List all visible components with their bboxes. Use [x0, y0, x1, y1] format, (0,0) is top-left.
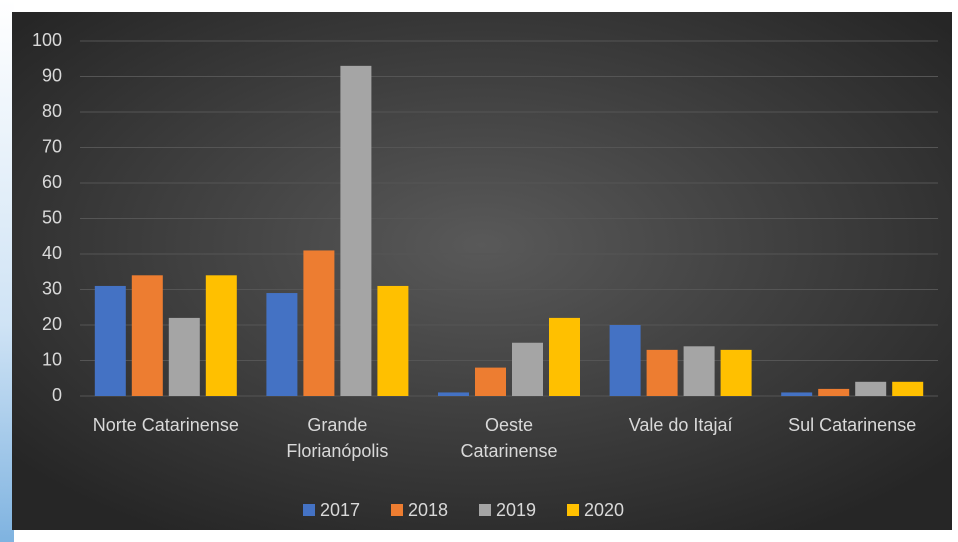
- bar: [512, 343, 543, 396]
- bar: [610, 325, 641, 396]
- bar: [340, 66, 371, 396]
- legend-label: 2019: [496, 500, 536, 520]
- legend-swatch: [303, 504, 315, 516]
- bar: [684, 346, 715, 396]
- bar: [721, 350, 752, 396]
- y-tick-label: 80: [42, 101, 62, 121]
- bar: [206, 275, 237, 396]
- y-tick-label: 20: [42, 314, 62, 334]
- x-tick-label: Sul Catarinense: [777, 412, 927, 438]
- bar: [781, 392, 812, 396]
- bar: [303, 250, 334, 396]
- bar: [475, 368, 506, 396]
- x-tick-label: Vale do Itajaí: [606, 412, 756, 438]
- y-tick-label: 90: [42, 65, 62, 85]
- edge-decoration: [0, 0, 14, 542]
- bar: [266, 293, 297, 396]
- bar: [438, 392, 469, 396]
- y-tick-label: 10: [42, 349, 62, 369]
- page: 0 10 20 30 40 50 60 70 80 90 100 2017 2018 2019 2020 N…: [0, 0, 958, 542]
- bar: [132, 275, 163, 396]
- x-tick-label: Oeste Catarinense: [434, 412, 584, 464]
- legend-label: 2020: [584, 500, 624, 520]
- legend-swatch: [391, 504, 403, 516]
- y-tick-label: 60: [42, 172, 62, 192]
- y-tick-label: 30: [42, 278, 62, 298]
- bar: [818, 389, 849, 396]
- legend-swatch: [567, 504, 579, 516]
- y-tick-label: 0: [52, 385, 62, 405]
- legend-label: 2018: [408, 500, 448, 520]
- bar: [95, 286, 126, 396]
- bar: [892, 382, 923, 396]
- y-tick-label: 70: [42, 136, 62, 156]
- x-tick-label: Norte Catarinense: [91, 412, 241, 438]
- x-tick-label: Grande Florianópolis: [262, 412, 412, 464]
- legend-label: 2017: [320, 500, 360, 520]
- bar: [549, 318, 580, 396]
- bar: [377, 286, 408, 396]
- bar: [169, 318, 200, 396]
- bar: [647, 350, 678, 396]
- y-tick-label: 40: [42, 243, 62, 263]
- bar: [855, 382, 886, 396]
- y-tick-label: 100: [32, 30, 62, 50]
- y-tick-label: 50: [42, 207, 62, 227]
- legend-swatch: [479, 504, 491, 516]
